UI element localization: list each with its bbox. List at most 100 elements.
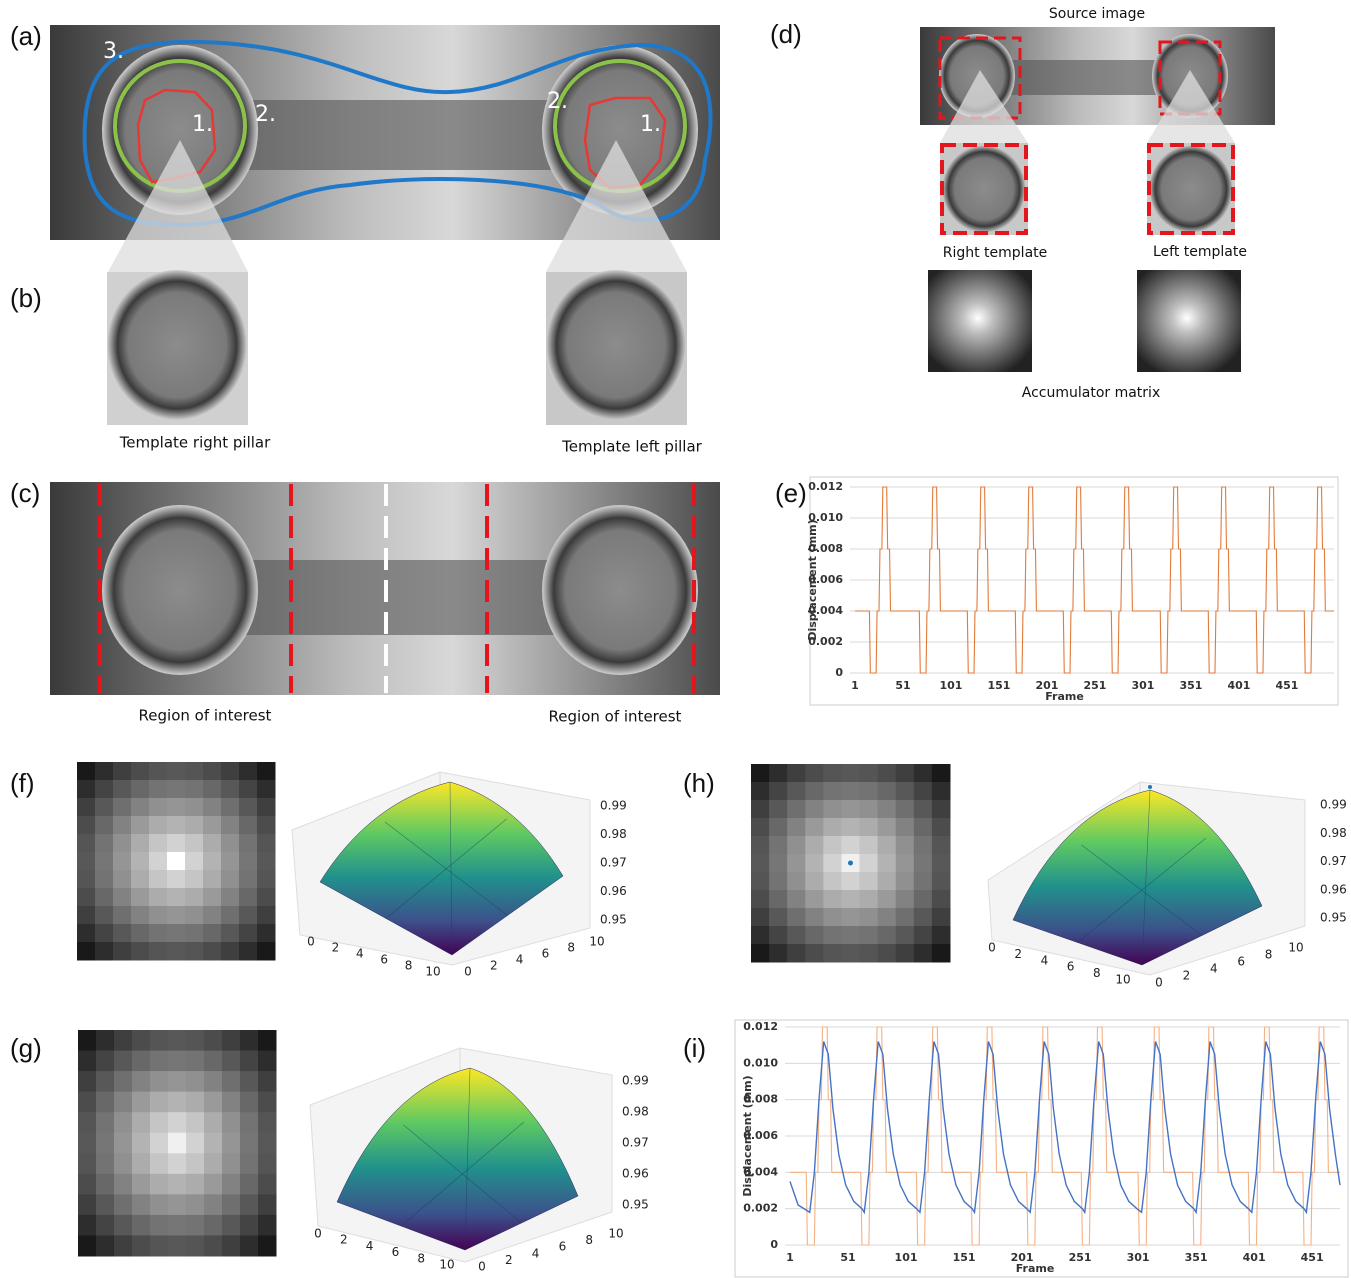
heatmap-cell <box>114 1030 133 1051</box>
heatmap-cell <box>823 890 842 909</box>
heatmap-cell <box>221 942 240 961</box>
heatmap-cell <box>932 854 951 873</box>
heatmap-cell <box>896 908 915 927</box>
peak-marker <box>167 852 185 870</box>
heatmap-cell <box>185 906 204 925</box>
heatmap-cell <box>841 872 860 891</box>
heatmap-cell <box>240 1153 259 1174</box>
heatmap-cell <box>168 1153 187 1174</box>
heatmap-cell <box>860 872 879 891</box>
heatmap-cell <box>150 1030 169 1051</box>
heatmap-cell <box>77 798 96 817</box>
x-tick-label: 4 <box>356 947 364 961</box>
heatmap-cell <box>185 888 204 907</box>
heatmap-cell <box>113 870 132 889</box>
z-tick-label: 0.96 <box>622 1167 649 1181</box>
heatmap-cell <box>78 1215 97 1236</box>
y-tick-label: 6 <box>1237 955 1245 969</box>
heatmap-cell <box>185 852 204 871</box>
heatmap-cell <box>769 836 788 855</box>
y-tick-label: 0 <box>770 1238 778 1251</box>
x-tick-label: 101 <box>895 1251 918 1264</box>
peak-marker <box>848 861 853 866</box>
heatmap-cell <box>132 1133 151 1154</box>
caption: Accumulator matrix <box>1022 385 1160 401</box>
heatmap-cell <box>860 890 879 909</box>
heatmap-cell <box>239 906 258 925</box>
heatmap-cell <box>221 798 240 817</box>
heatmap-cell <box>131 870 150 889</box>
heatmap-cell <box>150 1092 169 1113</box>
heatmap-cell <box>150 1071 169 1092</box>
heatmap-cell <box>77 816 96 835</box>
heatmap-cell <box>258 1194 277 1215</box>
y-tick-label: 10 <box>589 935 604 949</box>
heatmap-cell <box>150 1051 169 1072</box>
heatmap-cell <box>222 1071 241 1092</box>
heatmap-cell <box>787 890 806 909</box>
heatmap-cell <box>257 798 276 817</box>
heatmap-cell <box>896 926 915 945</box>
heatmap-cell <box>150 1153 169 1174</box>
heatmap-cell <box>769 764 788 783</box>
x-tick-label: 4 <box>1041 953 1049 967</box>
heatmap-cell <box>258 1051 277 1072</box>
heatmap-cell <box>878 872 897 891</box>
heatmap-cell <box>221 888 240 907</box>
heatmap-cell <box>77 942 96 961</box>
z-tick-label: 0.97 <box>622 1136 649 1150</box>
heatmap-cell <box>751 926 770 945</box>
heatmap-cell <box>204 1215 223 1236</box>
heatmap-cell <box>131 834 150 853</box>
x-tick-label: 51 <box>895 679 910 692</box>
caption: Source image <box>1049 6 1145 22</box>
heatmap-cell <box>96 1051 115 1072</box>
z-tick-label: 0.97 <box>1320 854 1347 868</box>
heatmap-cell <box>257 942 276 961</box>
heatmap-cell <box>239 870 258 889</box>
heatmap-cell <box>186 1194 205 1215</box>
x-tick-label: 301 <box>1127 1251 1150 1264</box>
y-tick-label: 0.012 <box>808 480 843 493</box>
heatmap-cell <box>114 1133 133 1154</box>
heatmap-cell <box>150 1174 169 1195</box>
heatmap-cell <box>168 1215 187 1236</box>
heatmap-cell <box>823 854 842 873</box>
heatmap-cell <box>185 942 204 961</box>
heatmap-cell <box>186 1153 205 1174</box>
x-tick-label: 251 <box>1083 679 1106 692</box>
y-tick-label: 10 <box>1288 941 1303 955</box>
heatmap-cell <box>787 944 806 963</box>
page: {"panel_labels": {"a": "(a)", "b": "(b)"… <box>0 0 1351 1278</box>
peak-marker <box>1148 785 1152 789</box>
heatmap-cell <box>132 1194 151 1215</box>
heatmap-cell <box>114 1215 133 1236</box>
y-tick-label: 2 <box>1183 969 1191 983</box>
heatmap-cell <box>896 890 915 909</box>
heatmap-cell <box>95 780 114 799</box>
heatmap-cell <box>185 816 204 835</box>
heatmap-cell <box>185 924 204 943</box>
heatmap-cell <box>96 1092 115 1113</box>
heatmap-cell <box>150 1215 169 1236</box>
panel-d-images <box>920 27 1275 372</box>
heatmap-cell <box>823 800 842 819</box>
heatmap-cell <box>168 1092 187 1113</box>
heatmap-cell <box>239 888 258 907</box>
heatmap-cell <box>787 800 806 819</box>
panel-b-templates <box>107 270 687 425</box>
heatmap-cell <box>77 852 96 871</box>
heatmap-cell <box>95 852 114 871</box>
heatmap-cell <box>222 1092 241 1113</box>
heatmap-cell <box>896 818 915 837</box>
heatmap-cell <box>95 816 114 835</box>
heatmap-cell <box>221 852 240 871</box>
heatmap-cell <box>805 800 824 819</box>
heatmap-cell <box>878 800 897 819</box>
heatmap-cell <box>203 762 222 781</box>
heatmap-cell <box>131 852 150 871</box>
heatmap-cell <box>240 1235 259 1256</box>
heatmap-cell <box>787 926 806 945</box>
panel-c-image <box>50 482 720 695</box>
y-axis-label: Displacement (mm) <box>741 1075 754 1196</box>
